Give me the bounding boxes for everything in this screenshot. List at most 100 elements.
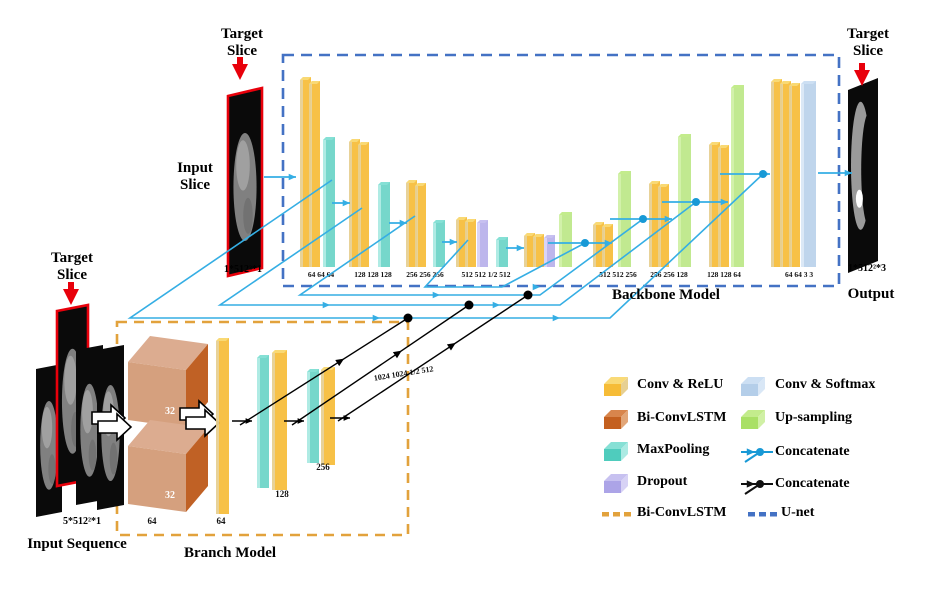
legend-cube-top-convRelu (604, 377, 628, 384)
layer-bar-top (678, 134, 691, 137)
target-slice-label-top: Target Slice (221, 26, 263, 59)
legend-cube-side-pool (621, 442, 628, 461)
layer-bar-side (309, 81, 312, 267)
branch-concat-line (291, 304, 470, 426)
layer-bar-top (801, 81, 816, 84)
arrowhead (432, 291, 440, 299)
target-slice-label-left: Target Slice (51, 250, 93, 283)
layer-bar-convRelu (303, 77, 311, 267)
legend-label-concatenate-branch: Concatenate (775, 476, 850, 491)
arrowhead (532, 283, 540, 291)
legend-cube-legendLstm (604, 417, 621, 429)
layer-bar-side (801, 81, 804, 267)
arrowhead (399, 219, 407, 227)
layer-bar-top (789, 83, 800, 86)
legend-cube-side-up (758, 410, 765, 429)
legend-label-concatenate-skip: Concatenate (775, 444, 850, 459)
arrowhead (372, 314, 380, 322)
layer-bar-top (544, 235, 555, 238)
legend-label-bi-convlstm-dash: Bi-ConvLSTM (637, 505, 727, 520)
layer-bar-top (216, 338, 229, 341)
layer-bar-top (496, 237, 508, 240)
slice-anatomy (243, 197, 253, 234)
input-sequence-label: Input Sequence (27, 536, 127, 552)
output-label: Output (847, 286, 895, 302)
legend-dash-icon (602, 512, 609, 517)
layer-bar-top (378, 182, 390, 185)
block-arrow (97, 412, 133, 442)
layer-bar-convRelu (312, 81, 320, 267)
biconvlstm-cube-side (186, 428, 208, 512)
layer-bar-side (415, 183, 418, 267)
concat-dot-blue (692, 198, 700, 206)
legend-label-dropout: Dropout (637, 474, 688, 489)
skip-connection (423, 239, 586, 288)
target-arrow-stem (68, 282, 74, 290)
layer-bar-top (358, 142, 369, 145)
concat-dot-black (464, 300, 474, 310)
diagram-text: 256 256 256 (406, 270, 444, 279)
biconvlstm-cube-front (128, 362, 186, 428)
layer-bar-up (562, 212, 572, 267)
diagram-text: 128 (275, 489, 289, 499)
legend-dash-icon (613, 512, 620, 517)
diagram-text: 32 (165, 490, 175, 501)
diagram-text: 256 256 128 (650, 270, 688, 279)
layer-bar-top (349, 139, 360, 142)
layer-bar-side (524, 233, 527, 267)
layer-bar-top (323, 137, 335, 140)
input-sequence-dim: 5*512²*1 (63, 516, 101, 527)
layer-bar-side (456, 217, 459, 267)
layer-bar-convRelu (652, 181, 660, 267)
input-slice-label: Input Slice (177, 160, 213, 193)
layer-bar-side (709, 142, 712, 267)
layer-bar-convRelu (721, 145, 729, 267)
layer-bar-side (257, 355, 260, 488)
layer-bar-convRelu (324, 367, 335, 465)
diagram-text: 256 (316, 462, 330, 472)
arrowhead (288, 173, 296, 181)
input-slice-dim: 1*512²*1 (224, 264, 262, 275)
layer-bar-side (780, 81, 783, 267)
legend-cube-side-convRelu (621, 377, 628, 396)
output-slice-dim: 1*512²*3 (848, 263, 886, 274)
arrowhead (492, 301, 500, 309)
layer-bar-top (731, 85, 744, 88)
legend-dash-icon (624, 512, 631, 517)
legend-cube-side-softmax (758, 377, 765, 396)
arrowhead (664, 215, 672, 223)
backbone-model-title: Backbone Model (612, 287, 720, 303)
arrowhead (342, 199, 350, 207)
layer-bar-side (718, 145, 721, 267)
slice-anatomy (236, 140, 250, 191)
branch-concat-line (239, 317, 409, 426)
layer-bar-convRelu (774, 79, 782, 267)
slice-anatomy (109, 442, 118, 475)
layer-bar-convRelu (361, 142, 369, 267)
diagram-text: 64 (217, 516, 227, 526)
arrowhead (604, 239, 612, 247)
layer-bar-side (216, 338, 219, 514)
layer-bar-side (533, 234, 536, 267)
layer-bar-convRelu (596, 222, 604, 267)
layer-bar-side (358, 142, 361, 267)
layer-bar-top (618, 171, 631, 174)
layer-bar-side (307, 369, 310, 463)
layer-bar-pool (436, 220, 445, 267)
layer-bar-convRelu (712, 142, 720, 267)
legend-label-maxpooling: MaxPooling (637, 442, 710, 457)
concat-dot-black (403, 313, 413, 323)
arrowhead (552, 314, 560, 322)
biconvlstm-cube-front (128, 446, 186, 512)
legend-dash-icon (770, 512, 777, 517)
layer-bar-top (780, 81, 791, 84)
layer-bar-top (309, 81, 320, 84)
diagram-text: 32 (165, 406, 175, 417)
skip-connection (297, 215, 644, 296)
layer-bar-convRelu (418, 183, 426, 267)
diagram-text: 128 128 128 (354, 270, 392, 279)
arrowhead (844, 169, 852, 177)
layer-bar-top (709, 142, 720, 145)
diagram-text: 512 512 256 (599, 270, 637, 279)
